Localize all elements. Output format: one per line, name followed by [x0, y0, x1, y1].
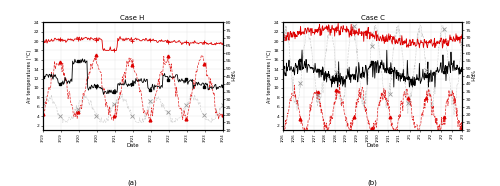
Y-axis label: Air temperatures (°C): Air temperatures (°C) [266, 50, 272, 103]
Text: (a): (a) [128, 179, 138, 186]
X-axis label: Date: Date [126, 143, 139, 148]
Y-axis label: %RH: %RH [228, 70, 234, 82]
X-axis label: Date: Date [366, 143, 379, 148]
Title: Case H: Case H [120, 15, 144, 20]
Y-axis label: %RH: %RH [468, 70, 473, 82]
Text: (b): (b) [368, 179, 378, 186]
Y-axis label: Air temperatures (°C): Air temperatures (°C) [26, 50, 32, 103]
Title: Case C: Case C [360, 15, 384, 20]
